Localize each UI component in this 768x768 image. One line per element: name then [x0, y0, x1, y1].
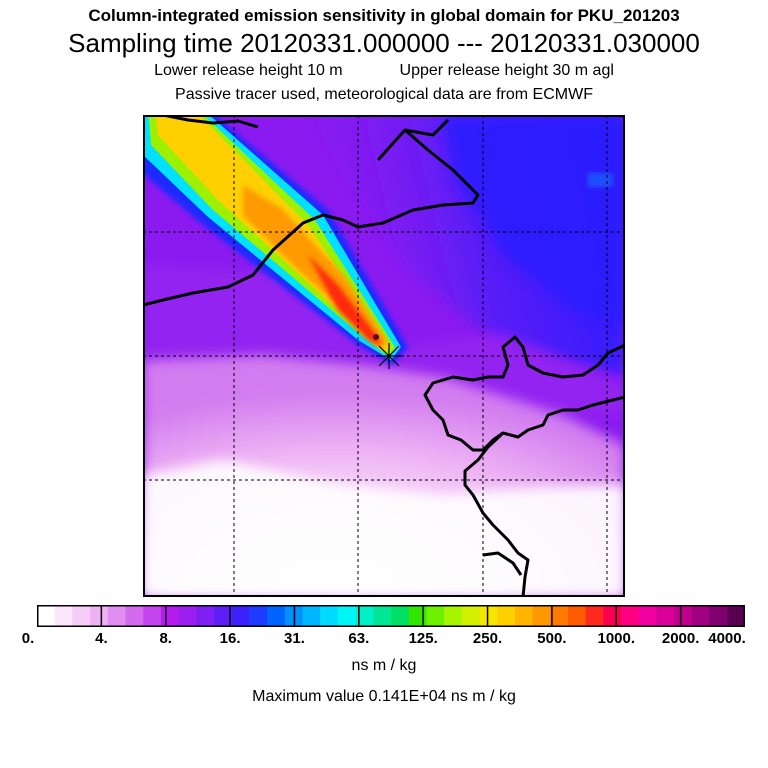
color-scale-swatch — [337, 605, 357, 627]
color-scale-swatch — [302, 605, 321, 627]
color-scale-swatch — [178, 605, 197, 627]
color-scale-tick-label: 16. — [219, 630, 241, 647]
color-scale-swatch — [603, 605, 622, 627]
color-scale-swatch — [585, 605, 604, 627]
tracer-note: Passive tracer used, meteorological data… — [175, 86, 593, 103]
color-scale-swatch — [674, 605, 693, 627]
color-scale-swatch — [37, 605, 56, 627]
release-point-marker — [376, 343, 402, 369]
release-heights: Lower release height 10 m Upper release … — [0, 62, 768, 80]
blue-spot — [588, 173, 613, 187]
color-scale-swatch — [514, 605, 534, 627]
color-scale-swatch — [709, 605, 728, 627]
color-scale-swatch — [727, 605, 745, 627]
units-label: ns m / kg — [351, 657, 417, 674]
color-scale-swatch — [54, 605, 73, 627]
maximum-value: Maximum value 0.141E+04 ns m / kg — [252, 688, 516, 705]
color-scale-swatch — [444, 605, 463, 627]
color-scale-swatch — [196, 605, 215, 627]
map-frame — [143, 115, 625, 597]
color-scale-tick-label: 8. — [159, 630, 172, 647]
color-scale-swatch — [373, 605, 392, 627]
color-scale-swatch — [408, 605, 427, 627]
color-scale-swatch — [267, 605, 286, 627]
color-scale-swatch — [214, 605, 233, 627]
map-title: Column-integrated emission sensitivity i… — [88, 6, 680, 25]
deep-blue-region — [443, 115, 625, 325]
color-scale-swatch — [621, 605, 640, 627]
color-scale-tick-label: 1000. — [597, 630, 636, 647]
color-scale-swatch — [143, 605, 162, 627]
coastlines — [143, 115, 625, 597]
sampling-time: Sampling time 20120331.000000 --- 201203… — [68, 28, 700, 58]
color-scale-swatch — [497, 605, 516, 627]
color-scale-tick-label: 250. — [472, 630, 503, 647]
upper-release-height: Upper release height 30 m agl — [399, 62, 614, 79]
color-scale-tick-label: 125. — [408, 630, 438, 647]
color-scale-swatch — [231, 605, 250, 627]
plume-peak — [373, 334, 379, 340]
color-scale-swatch — [532, 605, 551, 627]
white-region — [143, 460, 625, 597]
color-scale-tick-label: 63. — [348, 630, 370, 647]
color-scale-swatch — [568, 605, 587, 627]
color-scale-swatch — [320, 605, 339, 627]
color-scale-swatch — [72, 605, 91, 627]
color-scale-swatch — [550, 605, 569, 627]
lower-release-height: Lower release height 10 m — [154, 62, 343, 79]
color-scale-swatch — [107, 605, 126, 627]
color-scale-swatch — [90, 605, 109, 627]
color-scale-tick-label: 4000. — [708, 630, 746, 647]
color-scale-swatch — [638, 605, 657, 627]
color-scale-swatch — [461, 605, 480, 627]
color-scale-frame — [37, 605, 745, 627]
emission-sensitivity-map — [143, 115, 625, 597]
color-scale-swatch — [249, 605, 268, 627]
color-scale-ticks: 0. 4. 8. 16. 31. 63. 125. 250. 500. 1000. 2000. 400… — [0, 630, 768, 650]
color-scale-tick-label: 2000. — [661, 630, 700, 647]
color-scale-swatch — [691, 605, 711, 627]
color-scale-tick-label: 4. — [95, 630, 108, 647]
color-scale-tick-label: 500. — [537, 630, 567, 647]
color-scale-swatch — [355, 605, 374, 627]
color-scale-swatch — [125, 605, 144, 627]
color-scale-swatch — [479, 605, 498, 627]
color-scale-swatch — [656, 605, 675, 627]
color-scale-swatch — [391, 605, 410, 627]
color-scale-swatch — [160, 605, 180, 627]
plume-red — [308, 255, 381, 347]
color-scale-swatch — [426, 605, 445, 627]
color-scale-tick-label: 0. — [21, 630, 35, 647]
color-scale-tick-label: 31. — [284, 630, 305, 647]
color-scale-bar — [37, 605, 745, 627]
